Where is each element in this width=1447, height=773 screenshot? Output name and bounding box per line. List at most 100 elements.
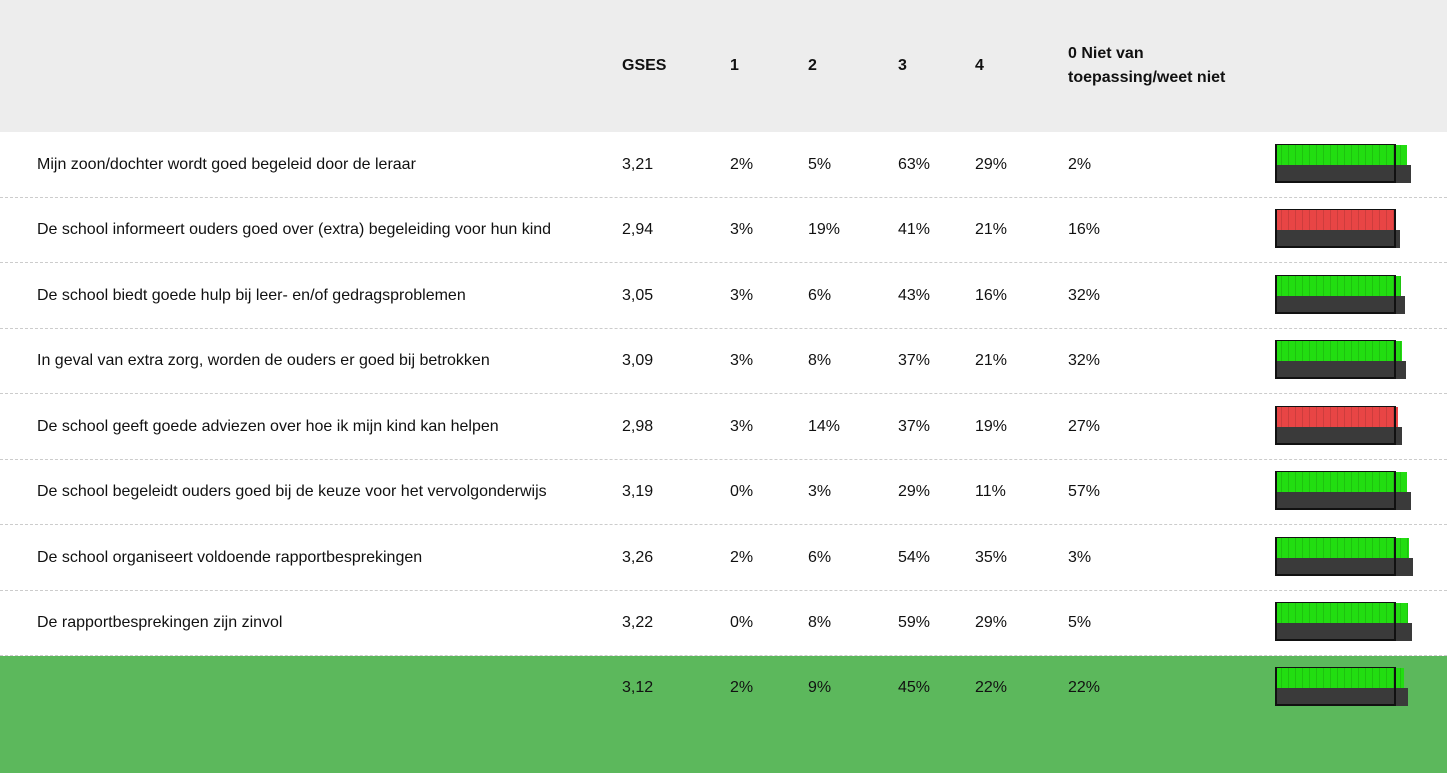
pct-cell: 19% <box>975 417 1008 435</box>
gses-cell: 2,98 <box>622 417 654 435</box>
pct-cell: 6% <box>808 286 832 304</box>
bar-base <box>1275 426 1402 445</box>
pct-cell: 11% <box>975 483 1006 501</box>
bar-frame <box>1275 602 1396 642</box>
bar-frame <box>1275 405 1396 445</box>
pct-cell: 37% <box>898 352 931 370</box>
row-label: De rapportbesprekingen zijn zinvol <box>37 614 283 632</box>
bar-frame <box>1275 340 1396 380</box>
header-bg <box>0 0 1447 132</box>
score-bar <box>1275 603 1408 624</box>
bar-frame <box>1275 471 1396 511</box>
pct-cell: 5% <box>808 155 832 173</box>
score-bar <box>1275 668 1404 689</box>
pct-cell: 22% <box>975 679 1008 697</box>
pct-cell: 6% <box>808 548 832 566</box>
pct-cell: 3% <box>730 352 754 370</box>
row-separator <box>0 196 1447 198</box>
pct-cell: 43% <box>898 286 931 304</box>
row-separator <box>0 327 1447 329</box>
pct-cell: 5% <box>1068 614 1092 632</box>
pct-cell: 29% <box>898 483 931 501</box>
pct-cell: 0% <box>730 483 754 501</box>
row-label: De school organiseert voldoende rapportb… <box>37 548 423 566</box>
header-cell: GSES <box>622 57 667 74</box>
bar-base <box>1275 688 1408 707</box>
pct-cell: 8% <box>808 352 832 370</box>
pct-cell: 54% <box>898 548 931 566</box>
gses-cell: 3,21 <box>622 155 654 173</box>
header-cell: 3 <box>898 57 907 74</box>
row-separator <box>0 262 1447 263</box>
pct-cell: 57% <box>1068 483 1101 501</box>
pct-cell: 2% <box>730 548 754 566</box>
pct-cell: 16% <box>1068 221 1101 239</box>
pct-cell: 27% <box>1068 417 1101 435</box>
pct-cell: 63% <box>898 155 931 173</box>
pct-cell: 14% <box>808 417 841 435</box>
gses-cell: 2,94 <box>622 221 654 239</box>
pct-cell: 32% <box>1068 352 1101 370</box>
pct-cell: 16% <box>975 286 1008 304</box>
row-label: De school begeleidt ouders goed bij de k… <box>37 483 547 501</box>
pct-cell: 37% <box>898 417 931 435</box>
gses-cell: 3,09 <box>622 352 654 370</box>
pct-cell: 2% <box>1068 155 1092 173</box>
gses-cell: 3,22 <box>622 614 654 632</box>
gses-cell: 3,26 <box>622 548 654 566</box>
pct-cell: 35% <box>975 548 1008 566</box>
bar-frame <box>1275 209 1396 249</box>
bar-base <box>1275 492 1411 511</box>
bar-frame <box>1275 536 1396 576</box>
score-bar <box>1275 472 1407 493</box>
row-label: De school biedt goede hulp bij leer- en/… <box>37 286 466 304</box>
pct-cell: 29% <box>975 155 1008 173</box>
score-bar <box>1275 144 1408 165</box>
pct-cell: 3% <box>730 221 754 239</box>
pct-cell: 59% <box>898 614 931 632</box>
gses-cell: 3,19 <box>622 483 654 501</box>
row-label: De school geeft goede adviezen over hoe … <box>37 417 499 435</box>
pct-cell: 41% <box>898 221 931 239</box>
pct-cell: 0% <box>730 614 754 632</box>
header-cell: 1 <box>730 57 739 74</box>
bar-frame <box>1275 667 1396 707</box>
pct-cell: 21% <box>975 352 1008 370</box>
pct-cell: 3% <box>730 417 754 435</box>
score-bar <box>1275 537 1410 558</box>
pct-cell: 19% <box>808 221 841 239</box>
bar-frame <box>1275 143 1396 183</box>
pct-cell: 3% <box>808 483 832 501</box>
bar-base <box>1275 295 1405 314</box>
score-bar <box>1275 275 1401 296</box>
score-bar <box>1275 341 1403 362</box>
bar-base <box>1275 230 1401 249</box>
row-separator <box>0 458 1447 460</box>
pct-cell: 3% <box>1068 548 1092 566</box>
header-cell: 2 <box>808 57 817 74</box>
pct-cell: 21% <box>975 221 1008 239</box>
bar-base <box>1275 164 1412 183</box>
pct-cell: 9% <box>808 679 832 697</box>
pct-cell: 3% <box>730 286 754 304</box>
row-separator <box>0 524 1447 525</box>
pct-cell: 29% <box>975 614 1008 632</box>
row-label: In geval van extra zorg, worden de ouder… <box>37 352 490 370</box>
summary-bg <box>0 655 1447 773</box>
pct-cell: 22% <box>1068 679 1101 697</box>
bar-frame <box>1275 274 1396 314</box>
header-cell: 4 <box>975 57 984 74</box>
pct-cell: 45% <box>898 679 931 697</box>
pct-cell: 2% <box>730 155 754 173</box>
header-cell: 0 Niet van toepassing/weet niet <box>1068 45 1226 86</box>
gses-cell: 3,05 <box>622 286 654 304</box>
bar-base <box>1275 557 1414 576</box>
pct-cell: 2% <box>730 679 754 697</box>
bar-base <box>1275 361 1407 380</box>
row-separator <box>0 589 1447 591</box>
row-label: Mijn zoon/dochter wordt goed begeleid do… <box>37 155 416 173</box>
bar-base <box>1275 623 1412 642</box>
pct-cell: 32% <box>1068 286 1101 304</box>
pct-cell: 8% <box>808 614 832 632</box>
score-bar <box>1275 210 1397 231</box>
